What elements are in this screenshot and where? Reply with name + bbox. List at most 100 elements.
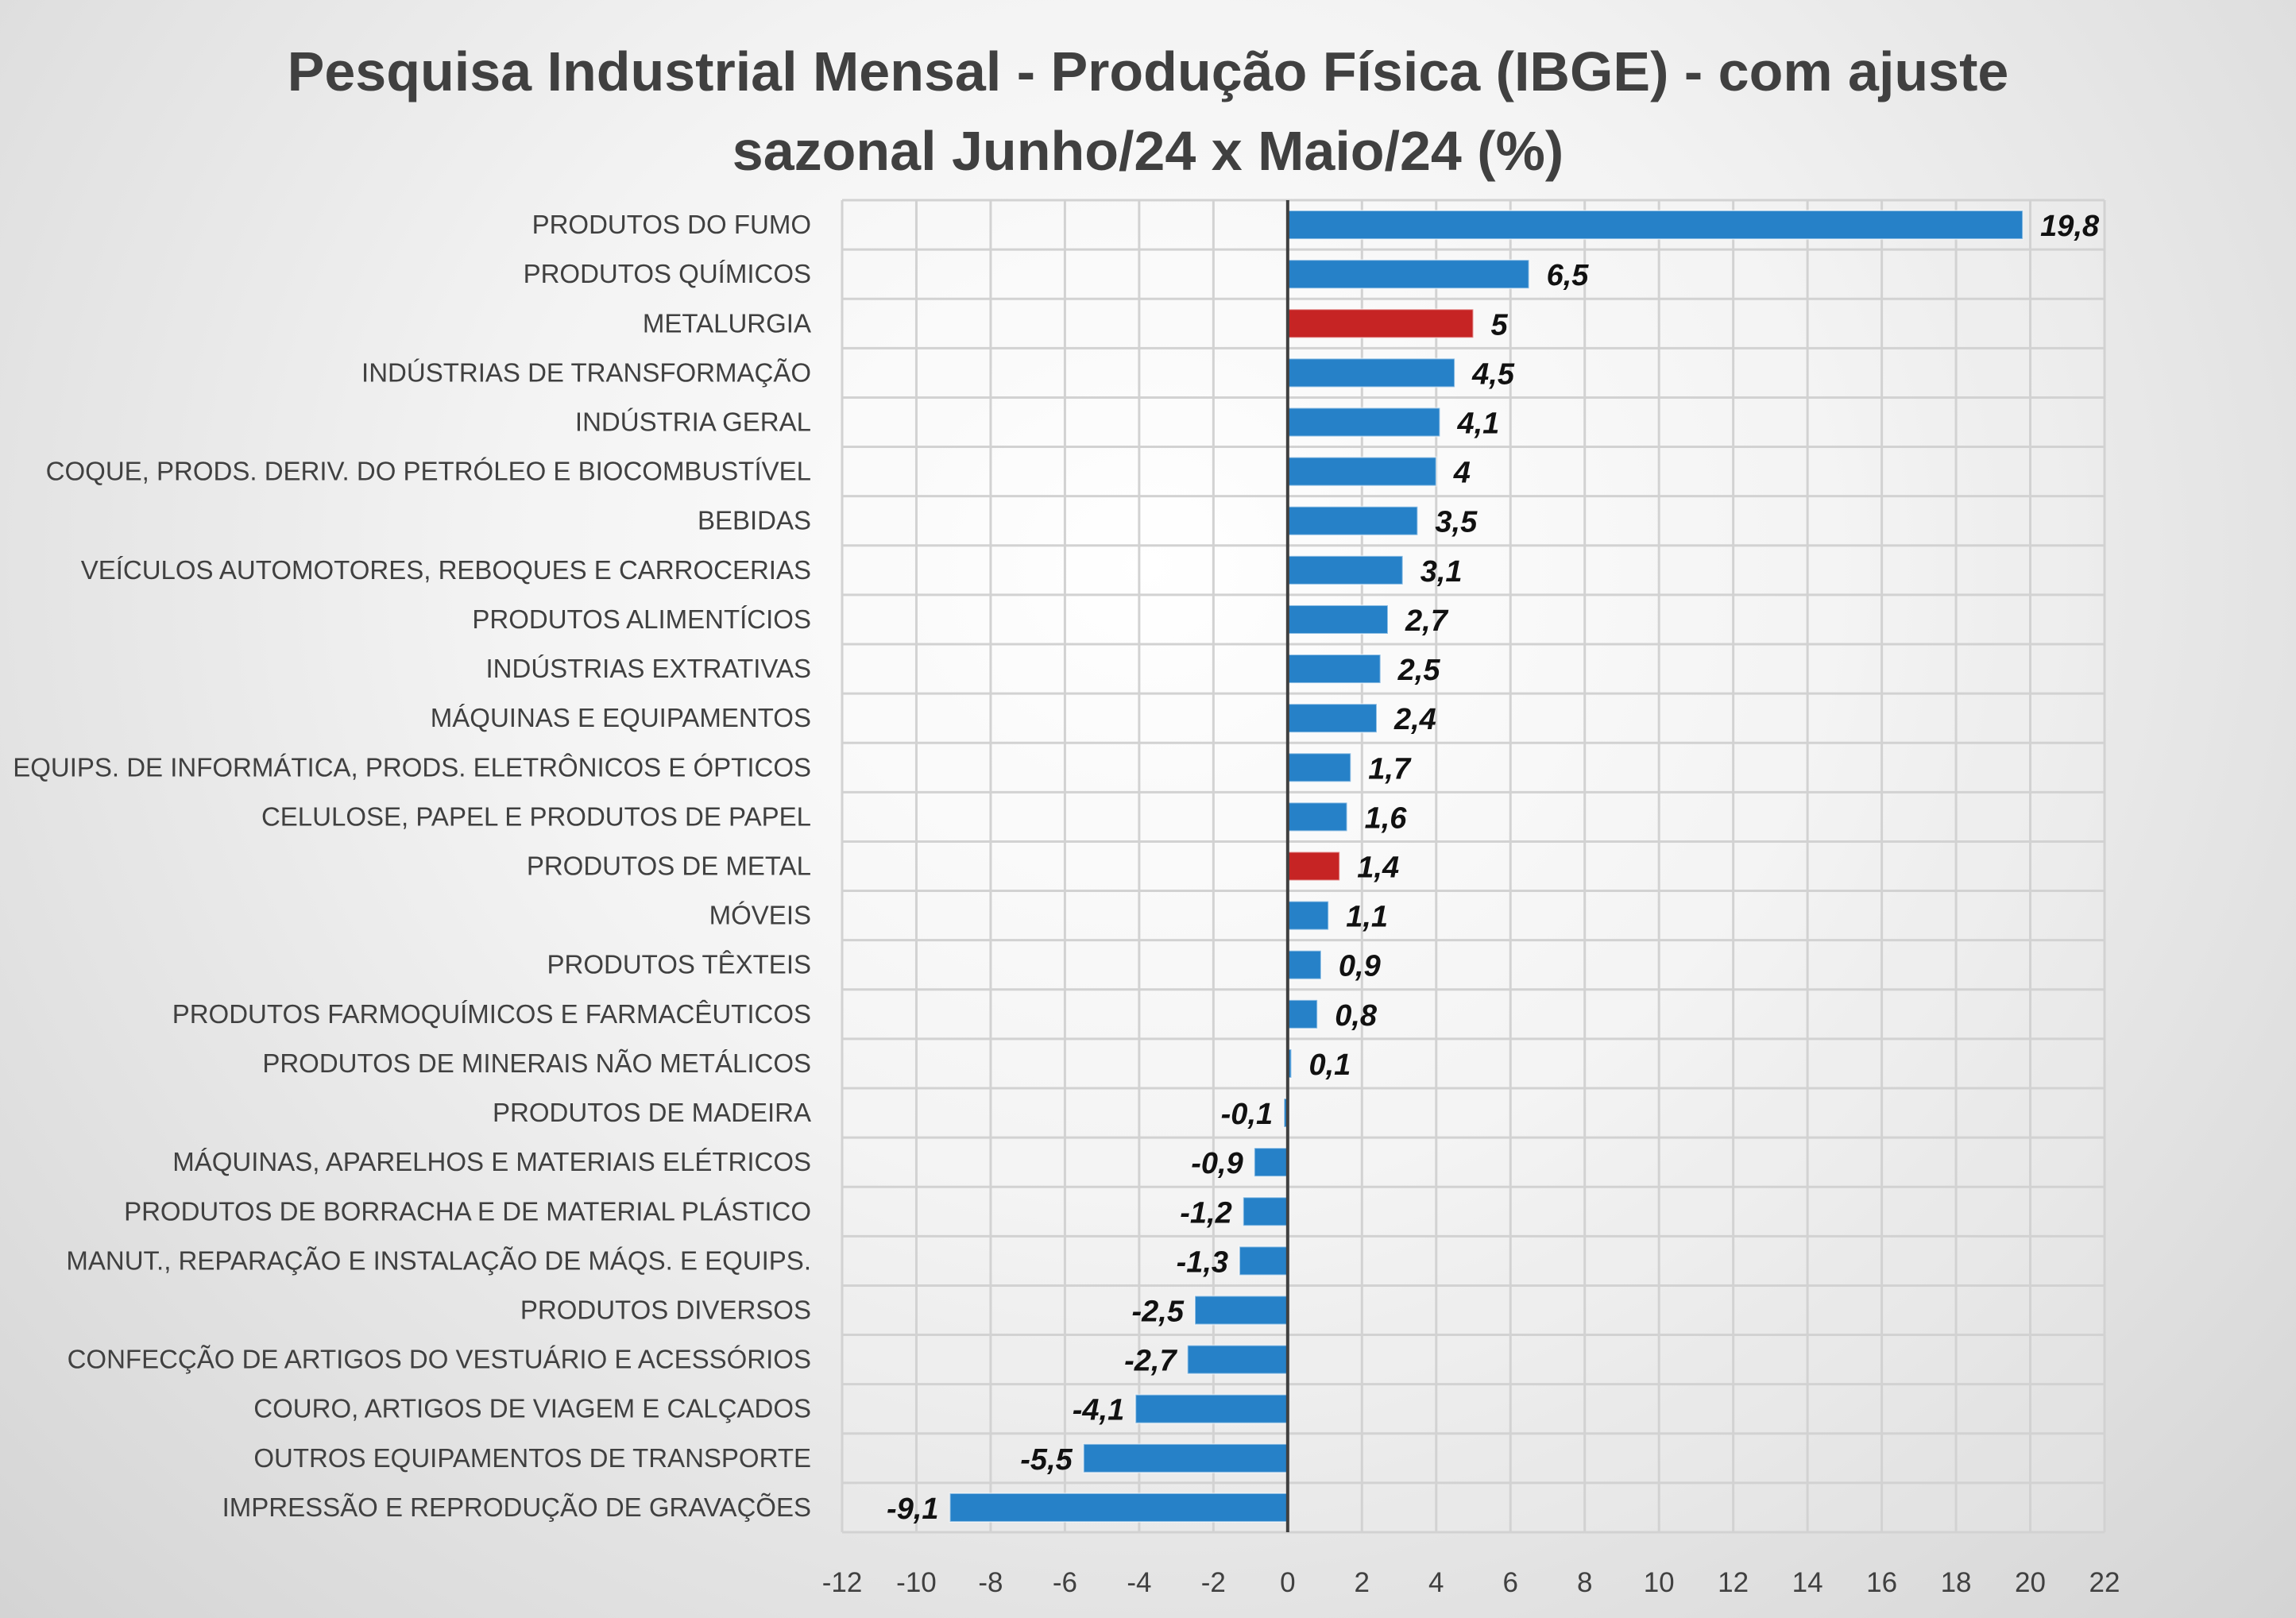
category-label: PRODUTOS TÊXTEIS: [547, 950, 811, 979]
value-label: 4,1: [1456, 407, 1499, 441]
chart-title-line: Pesquisa Industrial Mensal - Produção Fí…: [287, 41, 2009, 102]
plot-area: [842, 200, 2105, 1532]
value-label: 1,7: [1368, 752, 1412, 786]
x-tick-label: -8: [978, 1567, 1003, 1598]
category-label: PRODUTOS DE BORRACHA E DE MATERIAL PLÁST…: [124, 1196, 811, 1226]
value-label: -2,5: [1132, 1296, 1185, 1329]
bar: [1286, 949, 1322, 980]
value-label: 4,5: [1471, 357, 1515, 391]
value-label: 2,7: [1405, 604, 1449, 638]
value-label: 5: [1491, 308, 1509, 342]
category-label: PRODUTOS DIVERSOS: [520, 1296, 811, 1325]
bar: [1286, 703, 1378, 734]
bar: [1286, 407, 1441, 438]
category-label: OUTROS EQUIPAMENTOS DE TRANSPORTE: [253, 1443, 811, 1473]
value-label: -1,3: [1177, 1245, 1228, 1279]
x-tick-label: 22: [2089, 1567, 2120, 1598]
category-label: COURO, ARTIGOS DE VIAGEM E CALÇADOS: [253, 1394, 811, 1423]
category-label: IMPRESSÃO E REPRODUÇÃO DE GRAVAÇÕES: [222, 1492, 811, 1522]
value-label: 4: [1453, 457, 1471, 490]
category-label: INDÚSTRIAS EXTRATIVAS: [485, 654, 811, 683]
category-label: PRODUTOS DE MADEIRA: [493, 1098, 811, 1127]
category-label: VEÍCULOS AUTOMOTORES, REBOQUES E CARROCE…: [81, 555, 811, 585]
bar: [1186, 1344, 1289, 1375]
value-label: 1,4: [1357, 851, 1399, 885]
chart-title: Pesquisa Industrial Mensal - Produção Fí…: [0, 32, 2296, 191]
value-label: -5,5: [1020, 1443, 1073, 1477]
value-label: 1,6: [1365, 801, 1408, 835]
x-tick-label: -2: [1201, 1567, 1226, 1598]
value-label: -0,1: [1221, 1098, 1273, 1131]
value-label: -0,9: [1191, 1147, 1243, 1180]
category-label: COQUE, PRODS. DERIV. DO PETRÓLEO E BIOCO…: [46, 457, 811, 486]
bar: [949, 1492, 1289, 1523]
category-label: PRODUTOS FARMOQUÍMICOS E FARMACÊUTICOS: [172, 999, 811, 1029]
category-label: MÁQUINAS, APARELHOS E MATERIAIS ELÉTRICO…: [172, 1147, 811, 1176]
value-label: -2,7: [1124, 1345, 1177, 1378]
category-label: METALURGIA: [643, 308, 811, 338]
category-label: BEBIDAS: [698, 506, 811, 535]
category-label: PRODUTOS DE MINERAIS NÃO METÁLICOS: [262, 1048, 811, 1078]
x-tick-label: -4: [1127, 1567, 1151, 1598]
value-label: 0,8: [1335, 999, 1378, 1033]
category-label: INDÚSTRIA GERAL: [575, 407, 811, 437]
category-label: CONFECÇÃO DE ARTIGOS DO VESTUÁRIO E ACES…: [68, 1345, 811, 1374]
bar: [1253, 1147, 1289, 1178]
category-label: CELULOSE, PAPEL E PRODUTOS DE PAPEL: [261, 801, 811, 831]
bar: [1286, 357, 1456, 388]
x-tick-label: -6: [1053, 1567, 1077, 1598]
x-tick-label: 6: [1503, 1567, 1518, 1598]
value-label: 2,4: [1393, 703, 1436, 736]
bar: [1286, 456, 1437, 487]
bar: [1286, 851, 1341, 882]
category-label: PRODUTOS DO FUMO: [532, 210, 811, 239]
x-tick-label: 20: [2015, 1567, 2046, 1598]
x-tick-label: 0: [1280, 1567, 1295, 1598]
value-label: 0,1: [1308, 1048, 1351, 1082]
x-tick-label: 16: [1866, 1567, 1897, 1598]
bar: [1286, 801, 1348, 832]
bar: [1239, 1245, 1289, 1276]
value-label: 1,1: [1346, 901, 1388, 934]
bar: [1286, 554, 1404, 585]
x-tick-label: 2: [1355, 1567, 1370, 1598]
bar: [1286, 900, 1330, 931]
x-tick-label: -10: [896, 1567, 937, 1598]
x-tick-label: 18: [1941, 1567, 1972, 1598]
category-label: PRODUTOS ALIMENTÍCIOS: [472, 604, 811, 634]
bar: [1286, 604, 1390, 635]
category-label: PRODUTOS QUÍMICOS: [524, 259, 811, 288]
x-tick-label: 4: [1428, 1567, 1444, 1598]
bar: [1286, 210, 2024, 241]
value-label: 6,5: [1547, 259, 1590, 292]
value-label: -1,2: [1180, 1196, 1231, 1230]
category-label: MÓVEIS: [709, 901, 811, 930]
x-tick-label: 12: [1718, 1567, 1749, 1598]
value-label: -9,1: [887, 1492, 938, 1526]
bar: [1134, 1393, 1289, 1424]
category-label: INDÚSTRIAS DE TRANSFORMAÇÃO: [361, 357, 811, 387]
bar: [1286, 654, 1382, 685]
category-label: MÁQUINAS E EQUIPAMENTOS: [431, 703, 811, 732]
bar: [1082, 1442, 1289, 1473]
bar: [1286, 308, 1475, 339]
category-label: MANUT., REPARAÇÃO E INSTALAÇÃO DE MÁQS. …: [66, 1245, 811, 1275]
category-label: PRODUTOS DE METAL: [527, 851, 811, 881]
value-label: 0,9: [1339, 950, 1381, 983]
bar: [1286, 259, 1530, 290]
bar: [1286, 752, 1352, 783]
chart-title-line: sazonal Junho/24 x Maio/24 (%): [732, 120, 1564, 182]
value-label: 2,5: [1397, 654, 1441, 687]
bar: [1286, 505, 1419, 536]
bar: [1286, 998, 1319, 1029]
x-tick-label: 14: [1792, 1567, 1823, 1598]
value-label: 3,1: [1421, 555, 1463, 589]
x-tick-label: 8: [1577, 1567, 1592, 1598]
x-tick-label: -12: [822, 1567, 863, 1598]
bar: [1242, 1196, 1289, 1227]
x-tick-label: 10: [1644, 1567, 1675, 1598]
value-label: 19,8: [2040, 210, 2100, 243]
value-label: 3,5: [1435, 506, 1478, 539]
category-label: EQUIPS. DE INFORMÁTICA, PRODS. ELETRÔNIC…: [13, 752, 811, 782]
